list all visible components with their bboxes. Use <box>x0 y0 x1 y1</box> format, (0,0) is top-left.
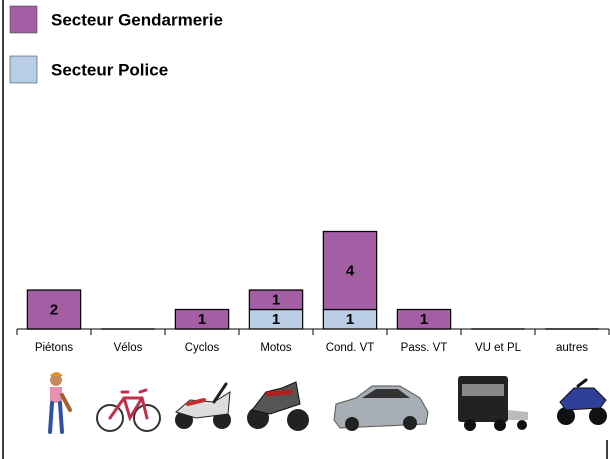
value-label: 4 <box>346 262 355 279</box>
x-tick-label: VU et PL <box>475 342 522 354</box>
icon-quad <box>557 378 607 425</box>
x-tick-label: Piétons <box>35 342 74 354</box>
icon-truck <box>458 376 528 431</box>
icon-scooter <box>174 382 231 429</box>
legend-swatch <box>9 55 38 84</box>
value-label: 1 <box>272 311 280 328</box>
value-label: 1 <box>272 292 280 309</box>
legend-label: Secteur Police <box>51 60 168 79</box>
bar-segment <box>322 230 378 311</box>
x-tick-label: Cond. VT <box>326 342 375 354</box>
icon-car <box>333 385 429 431</box>
x-tick-label: Motos <box>260 342 292 354</box>
legend-label: Secteur Gendarmerie <box>51 10 223 29</box>
icon-motorbike <box>247 381 309 431</box>
bar-segment <box>396 308 452 330</box>
icon-pedestrian <box>48 372 72 434</box>
value-label: 1 <box>420 311 428 328</box>
x-tick-label: Pass. VT <box>401 342 448 354</box>
bar-segment <box>26 289 82 330</box>
value-label: 1 <box>346 311 354 328</box>
x-tick-label: autres <box>556 342 588 354</box>
bar-segment <box>248 289 304 311</box>
value-label: 1 <box>198 311 206 328</box>
legend-swatch <box>9 5 38 34</box>
value-label: 2 <box>50 301 58 318</box>
bar-segment <box>174 308 230 330</box>
icons <box>48 372 607 434</box>
x-tick-label: Cyclos <box>185 342 220 354</box>
x-tick-label: Vélos <box>114 342 143 354</box>
icon-bicycle <box>96 388 161 432</box>
